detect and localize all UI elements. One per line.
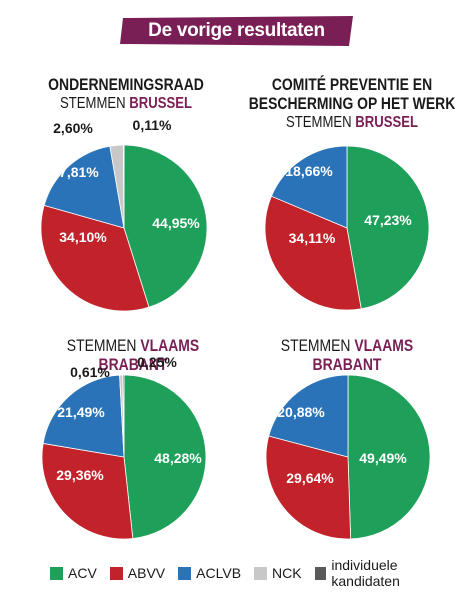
pie-slice-acv: [346, 145, 430, 310]
chart-title-line1: COMITÉ PREVENTIE EN: [271, 75, 433, 94]
chart-subtitle: STEMMEN VLAAMS BRABANT: [253, 336, 442, 374]
pie-slice-abvv: [40, 204, 150, 312]
chart-subtitle-location: BRUSSEL: [355, 114, 418, 131]
pie-slice-abvv: [41, 442, 134, 540]
banner-shape: [120, 16, 353, 46]
chart-title-comite-preventie: COMITÉ PREVENTIE EN BESCHERMING OP HET W…: [245, 75, 458, 132]
legend-label: ACV: [68, 565, 97, 581]
data-label-acv: 44,95%: [152, 215, 200, 231]
pie-slice-individuele-kandidaten: [123, 144, 125, 229]
legend-item-nck: NCK: [254, 565, 302, 581]
data-label-aclvb: 18,66%: [285, 163, 333, 179]
header-banner: De vorige resultaten: [120, 16, 353, 46]
data-label-acv: 49,49%: [359, 450, 407, 466]
chart-subtitle-prefix: STEMMEN: [60, 95, 126, 112]
data-label-nck: 0,61%: [70, 364, 110, 380]
legend-swatch: [254, 566, 268, 580]
legend-swatch: [50, 566, 63, 580]
legend-label: ABVV: [127, 565, 166, 581]
chart-subtitle-prefix: STEMMEN: [286, 114, 352, 131]
pie-slice-aclvb: [43, 145, 125, 229]
pie-slice-abvv: [265, 435, 352, 540]
data-label-abvv: 29,64%: [286, 470, 334, 486]
chart-subtitle-prefix: STEMMEN: [280, 336, 351, 355]
legend-label: NCK: [272, 565, 302, 581]
pie-slice-aclvb: [268, 374, 349, 458]
data-label-nck: 2,60%: [53, 120, 93, 136]
data-label-abvv: 29,36%: [56, 467, 104, 483]
chart-legend: ACV ABVV ACLVB NCK individuele kandidaten: [50, 557, 470, 589]
legend-label: individuele kandidaten: [331, 557, 400, 589]
data-label-aclvb: 21,49%: [57, 404, 105, 420]
pie-slice-acv: [347, 374, 431, 540]
legend-swatch: [314, 566, 327, 580]
data-label-individuele-kandidaten: 0,25%: [137, 354, 177, 370]
legend-swatch: [109, 566, 123, 580]
chart-title-vlaams-brabant-left: STEMMEN VLAAMS BRABANT: [39, 336, 228, 374]
pie-slice-acv: [123, 374, 207, 539]
chart-subtitle: STEMMEN VLAAMS BRABANT: [39, 336, 228, 374]
chart-title-vlaams-brabant-right: STEMMEN VLAAMS BRABANT: [253, 336, 442, 374]
chart-subtitle-location: VLAAMS BRABANT: [312, 336, 414, 374]
legend-item-individuele-kandidaten: individuele kandidaten: [314, 557, 457, 589]
data-label-abvv: 34,11%: [289, 230, 336, 246]
data-label-acv: 47,23%: [364, 212, 412, 228]
legend-item-abvv: ABVV: [109, 565, 166, 581]
pie-slice-abvv: [264, 195, 362, 311]
chart-subtitle: STEMMEN BRUSSEL: [245, 113, 458, 132]
legend-item-aclvb: ACLVB: [178, 565, 241, 581]
chart-subtitle: STEMMEN BRUSSEL: [44, 94, 208, 113]
pie-slice-aclvb: [42, 374, 125, 458]
legend-swatch: [178, 566, 192, 580]
pie-slice-aclvb: [270, 145, 348, 229]
data-label-acv: 48,28%: [154, 450, 202, 466]
chart-subtitle-location: VLAAMS BRABANT: [98, 336, 200, 374]
pie-slice-acv: [123, 144, 208, 308]
legend-label: ACLVB: [196, 565, 242, 581]
chart-title-line2: BESCHERMING OP HET WERK: [248, 94, 456, 113]
data-label-individuele-kandidaten: 0,11%: [133, 117, 172, 133]
data-label-aclvb: 17,81%: [51, 164, 99, 180]
pie-slice-individuele-kandidaten: [122, 374, 125, 458]
chart-title-ondernemingsraad: ONDERNEMINGSRAAD STEMMEN BRUSSEL: [44, 75, 208, 113]
data-label-aclvb: 20,88%: [277, 404, 325, 420]
chart-title-line1: ONDERNEMINGSRAAD: [48, 75, 204, 94]
chart-subtitle-prefix: STEMMEN: [66, 336, 137, 355]
legend-item-acv: ACV: [50, 565, 97, 581]
chart-subtitle-location: BRUSSEL: [129, 95, 192, 112]
data-label-abvv: 34,10%: [59, 229, 107, 245]
page-title: De vorige resultaten: [148, 20, 325, 41]
